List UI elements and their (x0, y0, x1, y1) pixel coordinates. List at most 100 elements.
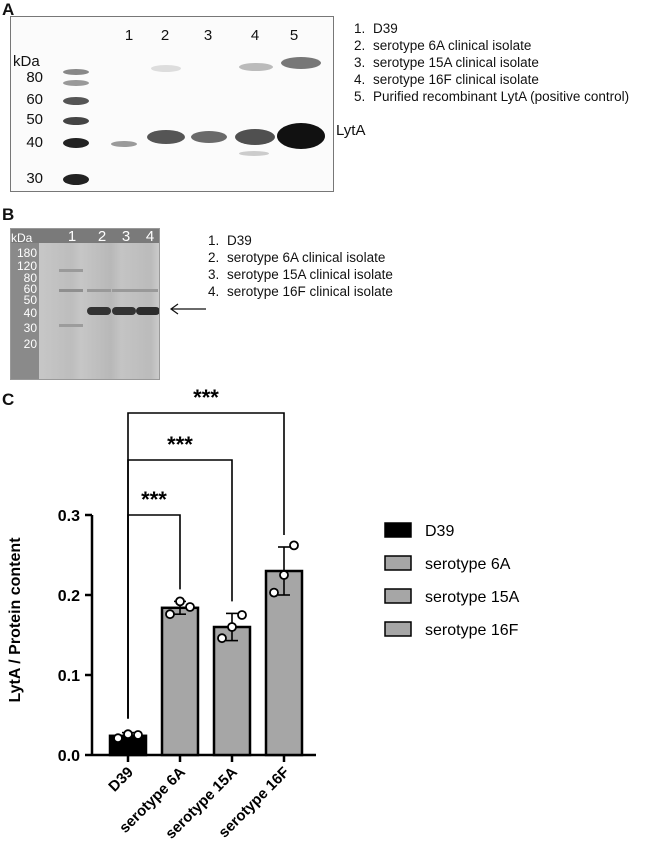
ladder-band (63, 69, 89, 75)
y-axis-label: LytA / Protein content (7, 537, 24, 703)
data-point (269, 587, 279, 598)
bar-chart: LytA / Protein content 0.0 0.1 0.2 0.3 D39 se… (7, 385, 520, 842)
protein-band (239, 63, 273, 71)
protein-band (281, 57, 321, 69)
legend-item: 4. serotype 16F clinical isolate (208, 284, 393, 299)
mw-marker-label: 180 (16, 246, 37, 260)
western-blot-image: 1 2 3 4 5 kDa 80 60 50 40 30 (10, 16, 334, 192)
significance-stars: *** (141, 487, 167, 512)
y-tick-label: 0.1 (58, 668, 80, 685)
mw-marker-label: 40 (26, 134, 43, 151)
mw-marker-label: 20 (23, 337, 37, 351)
x-tick-label: D39 (105, 764, 136, 795)
lane-number: 5 (289, 27, 299, 44)
protein-band (59, 289, 83, 292)
data-point (289, 540, 299, 551)
bar (160, 606, 200, 757)
sds-page-gel-image: kDa 1 2 3 4 180 120 80 60 50 40 30 20 (10, 228, 160, 380)
legend-label: serotype 6A (425, 556, 511, 573)
data-point (113, 733, 123, 744)
gel-background (11, 229, 159, 379)
legend-item: 1. D39 (354, 21, 398, 36)
protein-band (59, 269, 83, 272)
protein-band (111, 141, 137, 147)
protein-band (112, 307, 136, 315)
panel-c-letter: C (2, 390, 15, 409)
mw-marker-label: 60 (23, 282, 37, 296)
data-point (237, 610, 247, 620)
protein-band (112, 289, 136, 292)
y-tick-label: 0.2 (58, 588, 80, 605)
protein-band (136, 307, 159, 315)
significance-bracket (127, 412, 285, 719)
lane-number: 4 (250, 27, 260, 44)
data-point (217, 633, 227, 644)
legend-item: 4. serotype 16F clinical isolate (354, 72, 539, 87)
mw-marker-label: 80 (26, 69, 43, 86)
legend-swatch (384, 588, 412, 604)
data-point (123, 729, 133, 740)
protein-band (147, 130, 185, 144)
panel-a-letter: A (2, 0, 15, 19)
legend-item: 2. serotype 6A clinical isolate (354, 38, 532, 53)
lyta-band-label: LytA (336, 122, 366, 139)
bar (264, 569, 304, 757)
mw-marker-label: 80 (23, 271, 37, 285)
protein-band (59, 324, 83, 327)
data-point (227, 622, 237, 632)
panel-a-legend: 1. D39 2. serotype 6A clinical isolate 3. s… (354, 20, 629, 105)
lane-number: 3 (121, 228, 131, 245)
lane-number: 4 (145, 228, 155, 245)
legend-swatch (384, 621, 412, 637)
legend-item: 2. serotype 6A clinical isolate (208, 250, 386, 265)
protein-band (235, 129, 275, 145)
protein-band (87, 289, 111, 292)
legend-item: 5. Purified recombinant LytA (positive co… (354, 89, 630, 104)
data-point (279, 570, 289, 580)
ladder-band (63, 138, 89, 148)
legend-item: 3. serotype 15A clinical isolate (354, 55, 539, 70)
data-point (165, 609, 175, 620)
mw-marker-label: 120 (16, 259, 37, 273)
legend-label: D39 (425, 523, 454, 540)
protein-band (87, 307, 111, 315)
ladder-band (63, 80, 89, 86)
significance-stars: *** (193, 385, 219, 410)
protein-band (277, 123, 325, 149)
protein-band (191, 131, 227, 143)
mw-unit-label: kDa (11, 231, 33, 245)
mw-marker-label: 30 (23, 321, 37, 335)
mw-marker-label: 30 (26, 170, 43, 187)
lane-number: 1 (67, 228, 77, 245)
protein-band (239, 151, 269, 156)
legend-item: 1. D39 (208, 233, 252, 248)
ladder-band (63, 117, 89, 125)
lane-number: 3 (203, 27, 213, 44)
mw-marker-label: 60 (26, 91, 43, 108)
mw-marker-label: 50 (23, 293, 37, 307)
lane-number: 2 (160, 27, 170, 44)
y-tick-label: 0.0 (58, 748, 80, 765)
mw-marker-label: 50 (26, 111, 43, 128)
legend-swatch (384, 522, 412, 538)
ladder-band (63, 174, 89, 185)
protein-band (151, 65, 181, 72)
significance-stars: *** (167, 432, 193, 457)
mw-marker-label: 40 (23, 306, 37, 320)
mw-unit-label: kDa (13, 53, 40, 70)
legend-swatch (384, 555, 412, 571)
data-point (185, 602, 195, 612)
lyta-arrow-icon (169, 303, 206, 315)
data-point (175, 596, 185, 607)
legend-label: serotype 15A (425, 589, 520, 606)
ladder-band (63, 97, 89, 105)
bar (212, 625, 252, 757)
panel-b-legend: 1. D39 2. serotype 6A clinical isolate 3. s… (208, 232, 393, 300)
protein-band (136, 289, 158, 292)
data-point (133, 730, 143, 740)
gel-header-strip (11, 229, 159, 243)
panel-b-letter: B (2, 205, 15, 224)
lane-number: 1 (124, 27, 134, 44)
lane-number: 2 (97, 228, 107, 245)
legend-item: 3. serotype 15A clinical isolate (208, 267, 393, 282)
